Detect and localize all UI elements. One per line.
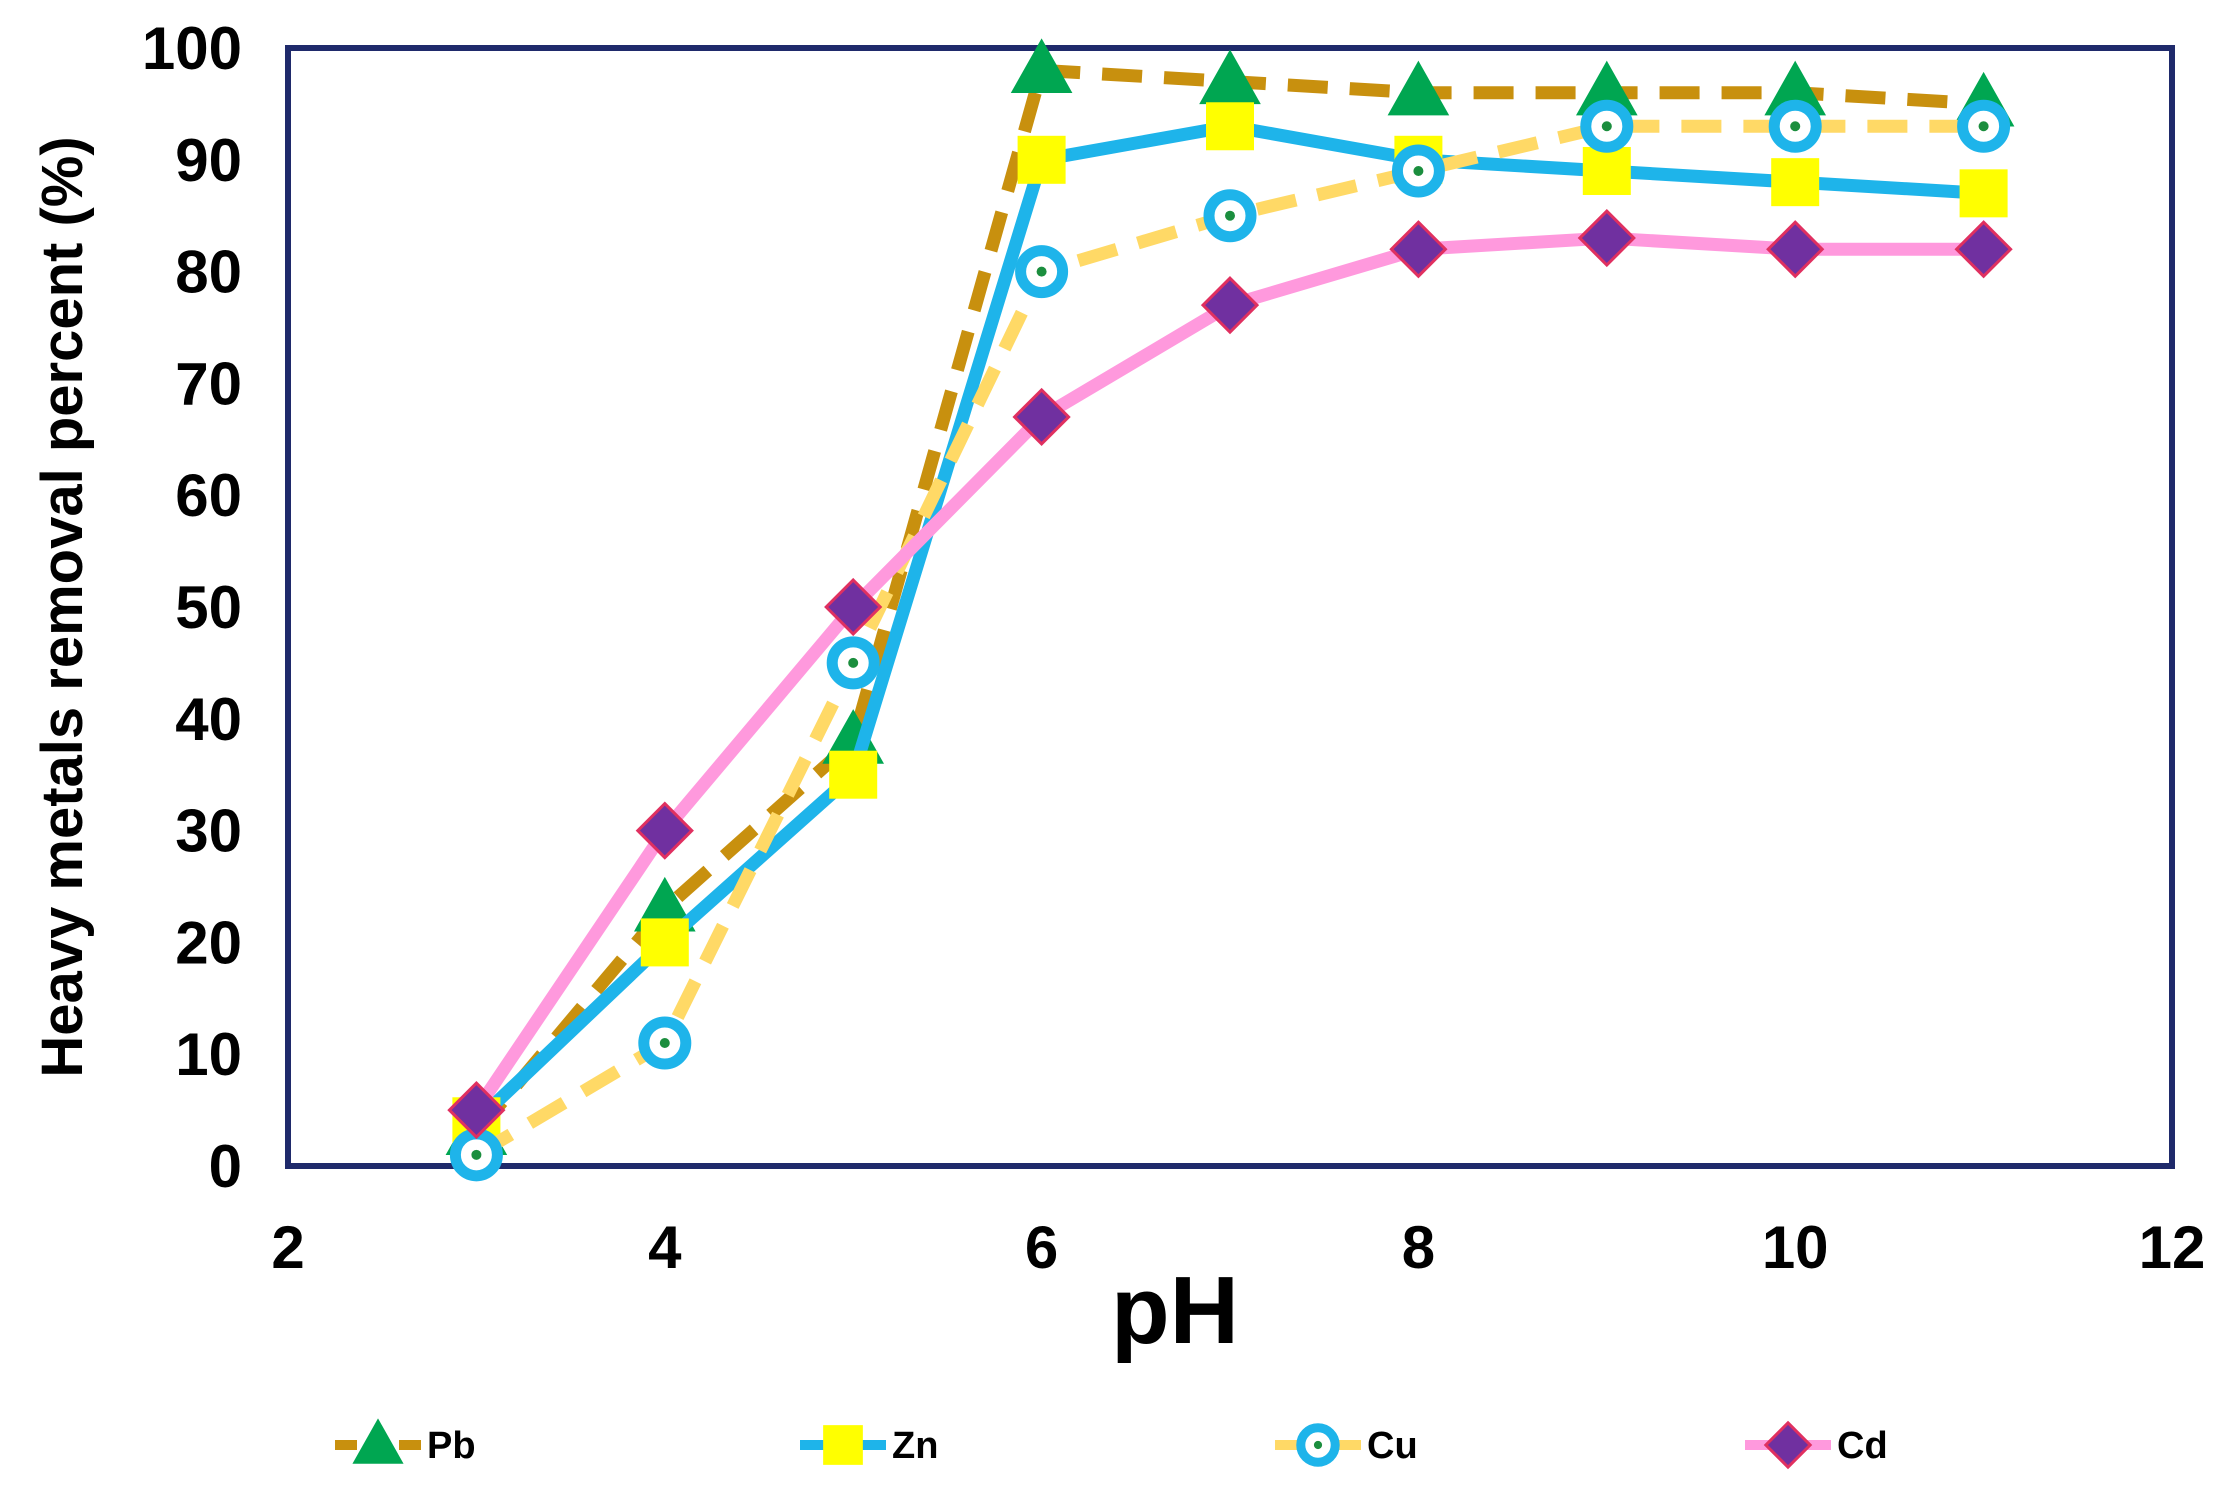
data-point-cd <box>824 577 883 637</box>
data-point-cd <box>1766 220 1825 279</box>
data-point-zn <box>1206 102 1254 151</box>
data-point-cd <box>1954 220 2013 279</box>
x-tick-label: 6 <box>1025 1214 1058 1281</box>
data-point-zn <box>1959 169 2008 218</box>
marker-center <box>1036 266 1047 277</box>
y-axis-ticks: 0 10 20 30 40 50 60 70 80 90 100 <box>142 15 242 1200</box>
y-tick-label: 20 <box>175 909 242 976</box>
data-point-pb <box>1010 38 1073 93</box>
y-tick-label: 30 <box>175 798 242 865</box>
y-tick-label: 40 <box>175 686 242 753</box>
y-tick-label: 10 <box>175 1021 242 1088</box>
data-point-zn <box>1771 158 1820 207</box>
data-point-cd <box>635 801 694 860</box>
x-tick-label: 10 <box>1762 1214 1829 1281</box>
y-axis-label: Heavy metals removal percent (%) <box>30 136 95 1077</box>
marker-center <box>848 657 859 668</box>
marker-center <box>1225 210 1235 221</box>
y-tick-label: 100 <box>142 15 242 82</box>
legend-label: Zn <box>892 1425 938 1467</box>
data-point-zn <box>640 918 689 967</box>
legend-marker-zn <box>823 1425 863 1465</box>
data-point-cd <box>1577 208 1636 268</box>
data-point-cd <box>447 1080 506 1140</box>
y-tick-label: 80 <box>175 239 242 306</box>
data-point-zn <box>829 750 878 799</box>
data-point-cd <box>1389 220 1448 279</box>
x-axis-ticks: 2 4 6 8 10 12 <box>271 1214 2205 1281</box>
marker-center <box>471 1149 482 1160</box>
series-layer <box>445 38 2015 1182</box>
legend-label: Cu <box>1367 1425 1418 1467</box>
y-tick-label: 0 <box>209 1133 242 1200</box>
legend-label: Cd <box>1837 1425 1888 1467</box>
data-point-cd <box>1012 387 1071 447</box>
legend-item-cd: Cd <box>1745 1420 1888 1470</box>
legend-item-pb: Pb <box>335 1418 476 1467</box>
marker-center <box>1790 121 1801 132</box>
x-axis-label: pH <box>1111 1257 1239 1364</box>
marker-center <box>1413 165 1424 176</box>
legend-marker-cd <box>1763 1420 1813 1470</box>
y-tick-label: 60 <box>175 462 242 529</box>
legend-item-zn: Zn <box>800 1425 938 1467</box>
marker-center <box>659 1038 670 1049</box>
legend-item-cu: Cu <box>1275 1423 1418 1467</box>
x-tick-label: 4 <box>648 1214 682 1281</box>
data-point-pb <box>1387 60 1450 116</box>
marker-center <box>1601 121 1612 132</box>
x-tick-label: 2 <box>271 1214 304 1281</box>
marker-center <box>1978 121 1989 132</box>
legend: Pb Zn Cu Cd <box>335 1418 1888 1470</box>
data-point-zn <box>1017 135 1066 184</box>
y-tick-label: 50 <box>175 574 242 641</box>
series-cd <box>447 208 2013 1140</box>
y-tick-label: 70 <box>175 350 242 417</box>
x-tick-label: 12 <box>2139 1214 2206 1281</box>
marker-center <box>1313 1440 1323 1450</box>
data-point-zn <box>1582 146 1631 195</box>
x-tick-label: 8 <box>1402 1214 1435 1281</box>
data-point-cd <box>1200 276 1260 335</box>
y-tick-label: 90 <box>175 127 242 194</box>
legend-label: Pb <box>427 1425 476 1467</box>
legend-marker-pb <box>352 1418 404 1464</box>
